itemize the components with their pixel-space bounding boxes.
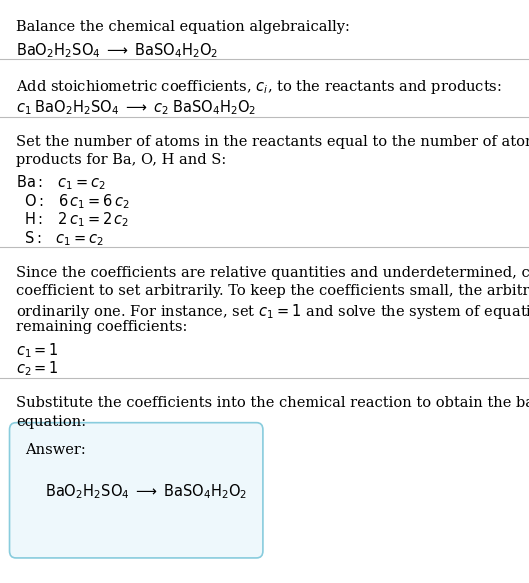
Text: $c_2 = 1$: $c_2 = 1$: [16, 360, 59, 378]
Text: $\mathrm{Ba{:}}\;\;\; c_1 = c_2$: $\mathrm{Ba{:}}\;\;\; c_1 = c_2$: [16, 173, 106, 192]
Text: Substitute the coefficients into the chemical reaction to obtain the balanced: Substitute the coefficients into the che…: [16, 396, 529, 410]
Text: $\mathrm{BaO_2H_2SO_4} \;\longrightarrow\; \mathrm{BaSO_4H_2O_2}$: $\mathrm{BaO_2H_2SO_4} \;\longrightarrow…: [45, 483, 247, 501]
Text: $c_1\;\mathrm{BaO_2H_2SO_4} \;\longrightarrow\; c_2\;\mathrm{BaSO_4H_2O_2}$: $c_1\;\mathrm{BaO_2H_2SO_4} \;\longright…: [16, 99, 256, 117]
Text: $c_1 = 1$: $c_1 = 1$: [16, 341, 59, 360]
Text: coefficient to set arbitrarily. To keep the coefficients small, the arbitrary va: coefficient to set arbitrarily. To keep …: [16, 284, 529, 298]
Text: equation:: equation:: [16, 415, 86, 429]
Text: products for Ba, O, H and S:: products for Ba, O, H and S:: [16, 153, 226, 167]
Text: Since the coefficients are relative quantities and underdetermined, choose a: Since the coefficients are relative quan…: [16, 266, 529, 280]
Text: $\mathrm{H{:}}\;\;\; 2\,c_1 = 2\,c_2$: $\mathrm{H{:}}\;\;\; 2\,c_1 = 2\,c_2$: [24, 210, 129, 229]
Text: $\mathrm{BaO_2H_2SO_4} \;\longrightarrow\; \mathrm{BaSO_4H_2O_2}$: $\mathrm{BaO_2H_2SO_4} \;\longrightarrow…: [16, 41, 218, 59]
Text: $\mathrm{O{:}}\;\;\; 6\,c_1 = 6\,c_2$: $\mathrm{O{:}}\;\;\; 6\,c_1 = 6\,c_2$: [24, 192, 130, 210]
Text: Answer:: Answer:: [25, 443, 86, 457]
Text: remaining coefficients:: remaining coefficients:: [16, 320, 187, 334]
Text: Balance the chemical equation algebraically:: Balance the chemical equation algebraica…: [16, 20, 350, 34]
Text: Set the number of atoms in the reactants equal to the number of atoms in the: Set the number of atoms in the reactants…: [16, 135, 529, 149]
Text: Add stoichiometric coefficients, $c_i$, to the reactants and products:: Add stoichiometric coefficients, $c_i$, …: [16, 78, 501, 96]
FancyBboxPatch shape: [10, 423, 263, 558]
Text: $\mathrm{S{:}}\;\;\; c_1 = c_2$: $\mathrm{S{:}}\;\;\; c_1 = c_2$: [24, 229, 104, 248]
Text: ordinarily one. For instance, set $c_1 = 1$ and solve the system of equations fo: ordinarily one. For instance, set $c_1 =…: [16, 302, 529, 321]
